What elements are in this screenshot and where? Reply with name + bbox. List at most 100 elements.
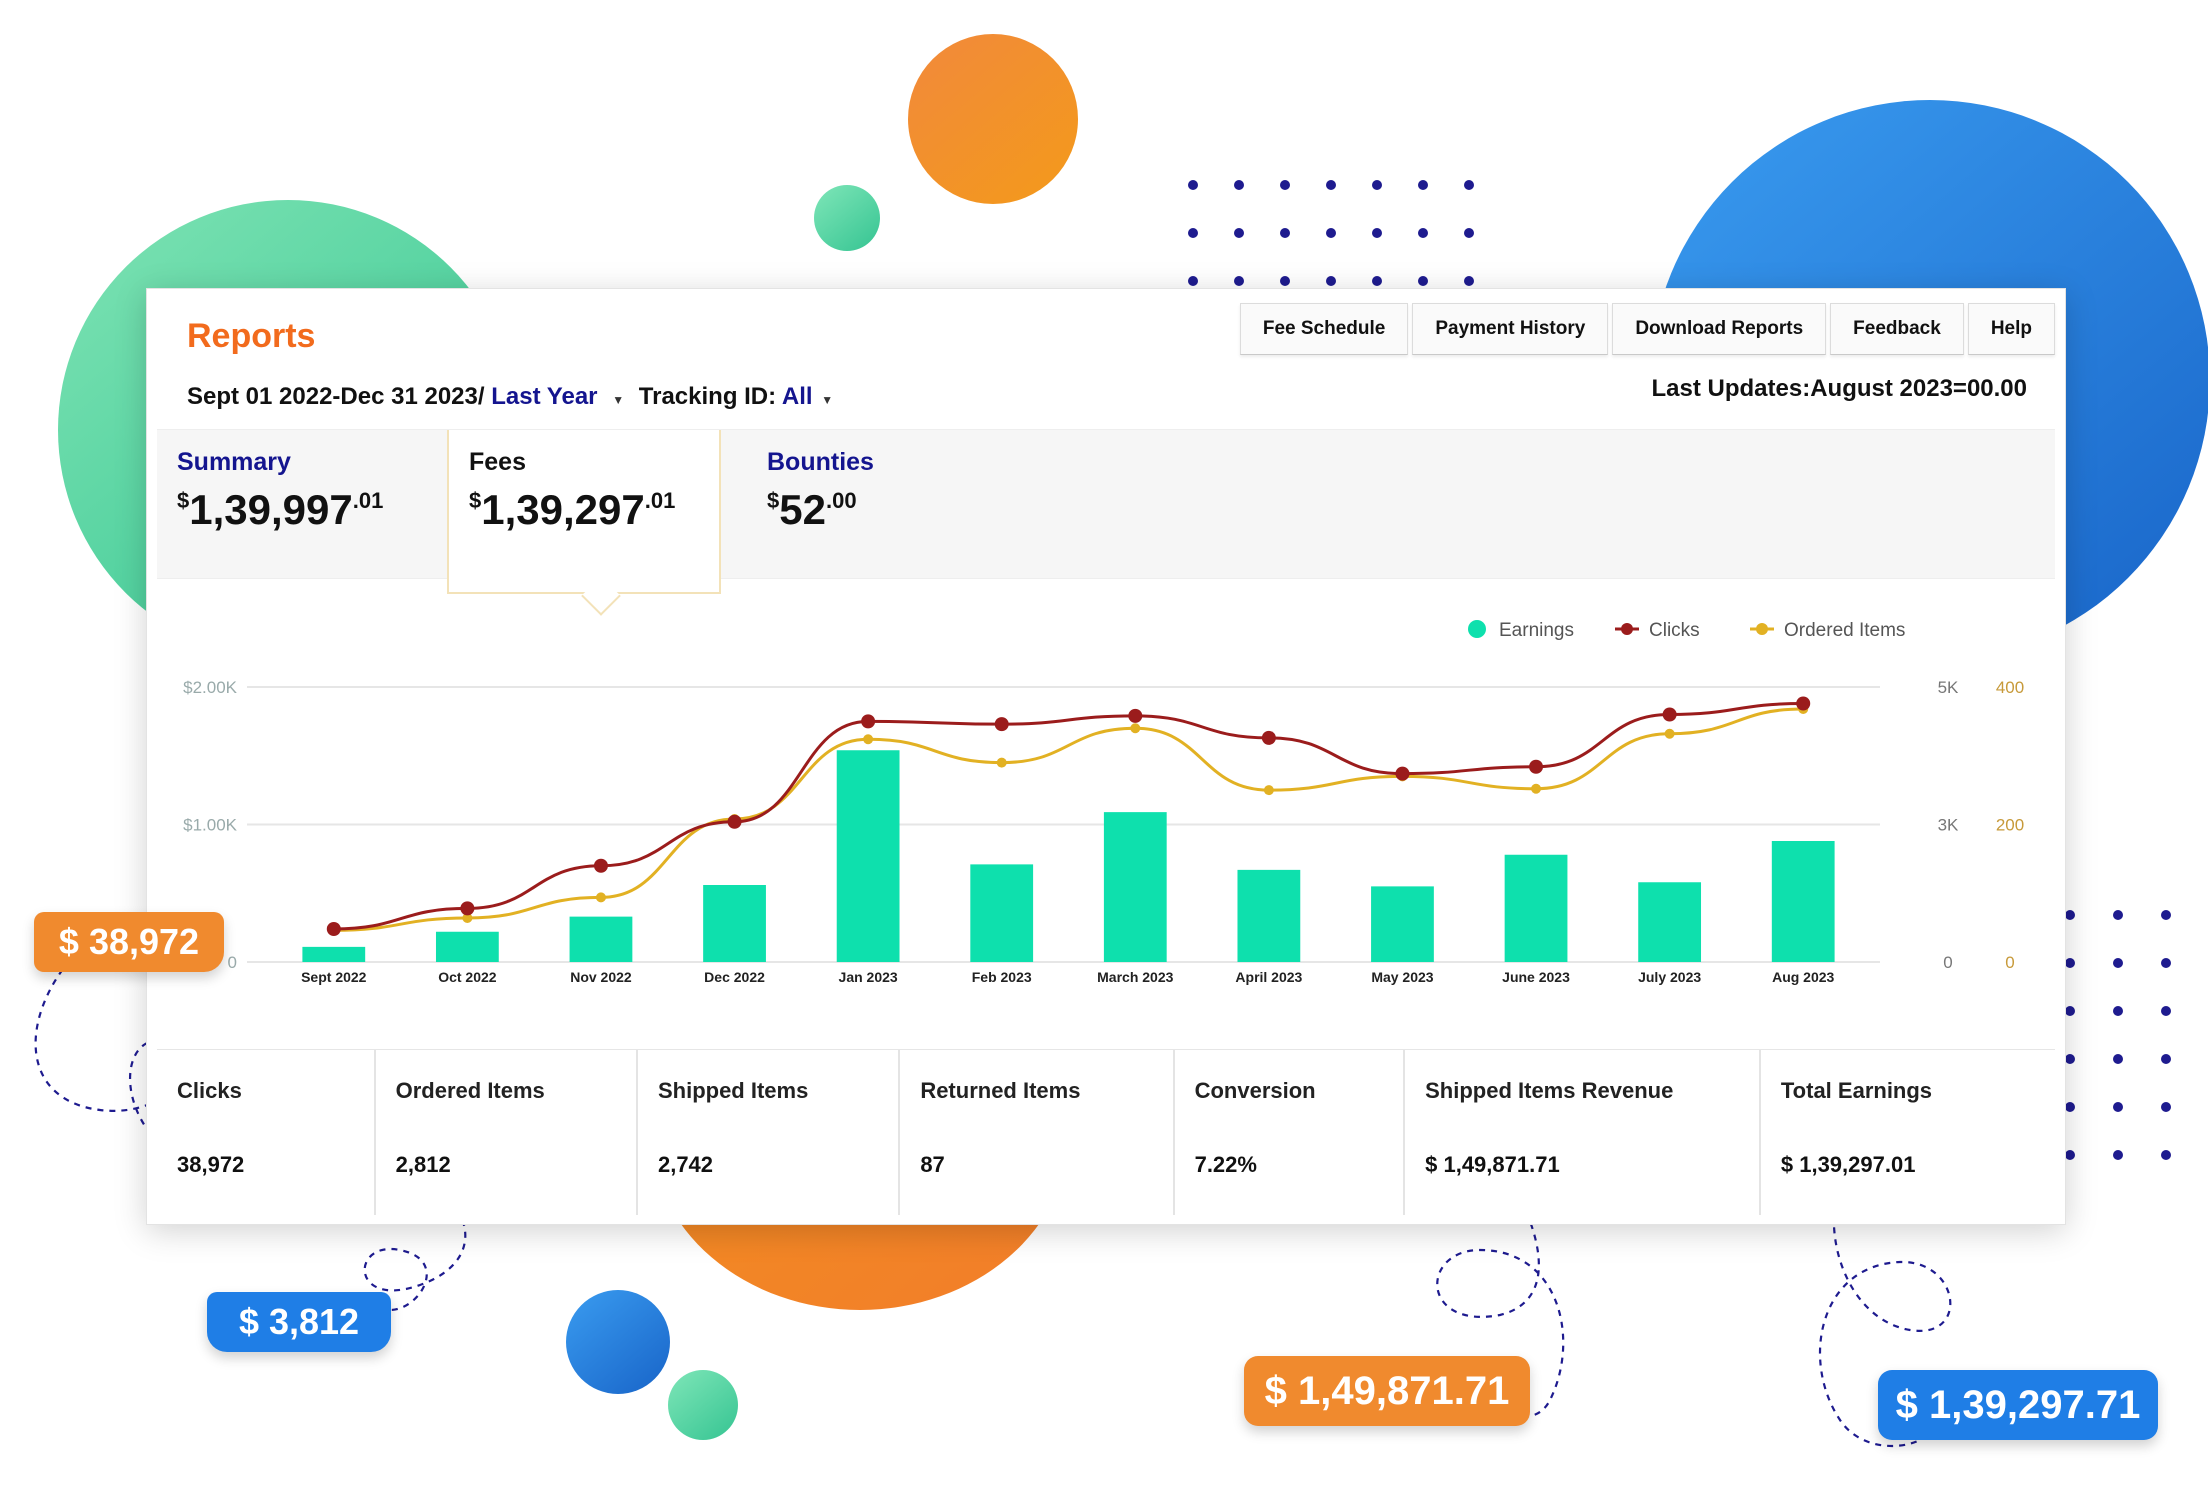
decorative-dot xyxy=(2065,1006,2075,1016)
decorative-dot xyxy=(1464,180,1474,190)
earnings-bar xyxy=(1771,841,1835,962)
download-reports-button[interactable]: Download Reports xyxy=(1612,303,1827,355)
earnings-bar xyxy=(836,750,900,962)
stat-value: 2,742 xyxy=(657,1152,714,1177)
bounties-card[interactable]: Bounties $52.00 xyxy=(747,430,1017,578)
x-tick-label: Aug 2023 xyxy=(1772,969,1834,985)
earnings-bar xyxy=(569,916,633,962)
y3-tick-label: 0 xyxy=(2005,953,2014,972)
stat-label: Shipped Items xyxy=(657,1078,809,1103)
ordered-items-point xyxy=(1130,723,1141,734)
decorative-dot xyxy=(1372,228,1382,238)
stat-label: Total Earnings xyxy=(1780,1078,1933,1103)
legend-marker-clicks xyxy=(1621,623,1633,635)
green-circle-small-bottom xyxy=(668,1370,738,1440)
x-tick-label: Jan 2023 xyxy=(839,969,898,985)
decorative-dot xyxy=(2065,910,2075,920)
y-tick-label: $2.00K xyxy=(183,678,238,697)
decorative-dot xyxy=(1326,276,1336,286)
decorative-dot xyxy=(1418,228,1428,238)
period-dropdown[interactable]: Last Year xyxy=(491,383,598,410)
x-tick-label: April 2023 xyxy=(1235,969,1302,985)
stat-clicks: Clicks 38,972 xyxy=(157,1050,376,1215)
decorative-dot xyxy=(2113,1102,2123,1112)
decorative-dot xyxy=(1464,276,1474,286)
card-label: Bounties xyxy=(767,448,874,476)
green-circle-small-top xyxy=(814,185,880,251)
x-tick-label: July 2023 xyxy=(1638,969,1701,985)
earnings-bar xyxy=(970,864,1034,962)
stat-value: $ 1,49,871.71 xyxy=(1425,1152,1560,1177)
stat-label: Ordered Items xyxy=(395,1078,545,1103)
top-nav: Fee Schedule Payment History Download Re… xyxy=(1236,303,2055,355)
decorative-dot xyxy=(1280,228,1290,238)
stat-label: Returned Items xyxy=(920,1078,1081,1103)
decorative-dot xyxy=(2065,958,2075,968)
help-button[interactable]: Help xyxy=(1967,303,2055,355)
earnings-bar xyxy=(302,946,366,962)
date-range-bar: Sept 01 2022-Dec 31 2023/ Last Year ▼ Tr… xyxy=(187,383,841,411)
y3-tick-label: 200 xyxy=(1996,816,2024,835)
decorative-dot xyxy=(1372,276,1382,286)
ordered-items-line xyxy=(333,707,1804,932)
stat-value: $ 1,39,297.01 xyxy=(1780,1152,1916,1177)
payment-history-button[interactable]: Payment History xyxy=(1412,303,1609,355)
decorative-dot xyxy=(1234,276,1244,286)
clicks-point xyxy=(1128,708,1143,723)
decorative-dot xyxy=(2113,1054,2123,1064)
decorative-dot xyxy=(2113,910,2123,920)
decorative-dot xyxy=(1188,180,1198,190)
earnings-bar xyxy=(1371,886,1434,962)
card-label: Summary xyxy=(177,448,291,476)
price-tag-ordered: $ 3,812 xyxy=(207,1292,391,1352)
clicks-point xyxy=(1796,696,1811,711)
chevron-down-icon[interactable]: ▼ xyxy=(821,393,834,407)
card-label: Fees xyxy=(469,448,526,476)
stats-row: Clicks 38,972 Ordered Items 2,812 Shipped … xyxy=(157,1049,2055,1215)
reports-panel: Reports Fee Schedule Payment History Dow… xyxy=(146,288,2066,1225)
x-tick-label: Dec 2022 xyxy=(704,969,765,985)
ordered-items-point xyxy=(1664,728,1675,739)
summary-card[interactable]: Summary $1,39,997.01 xyxy=(157,430,427,578)
legend-label-earnings: Earnings xyxy=(1499,620,1574,641)
earnings-bar xyxy=(1638,882,1702,962)
stat-ordered-items: Ordered Items 2,812 xyxy=(376,1050,638,1215)
decorative-dot xyxy=(2113,1006,2123,1016)
stat-label: Shipped Items Revenue xyxy=(1425,1078,1674,1103)
clicks-point xyxy=(460,901,475,916)
ordered-items-point xyxy=(863,734,874,745)
clicks-point xyxy=(861,714,876,729)
x-tick-label: May 2023 xyxy=(1371,969,1433,985)
clicks-point xyxy=(593,858,608,873)
feedback-button[interactable]: Feedback xyxy=(1830,303,1964,355)
orange-circle-top xyxy=(908,34,1078,204)
card-value: $52.00 xyxy=(767,486,857,533)
x-tick-label: Feb 2023 xyxy=(972,969,1032,985)
fee-schedule-button[interactable]: Fee Schedule xyxy=(1239,303,1409,355)
earnings-chart: $2.00K 5K 400 $1.00K 3K 200 0 0 0 Sept 2022 Oct 20… xyxy=(157,587,2055,1027)
page-title: Reports xyxy=(187,317,316,355)
decorative-dot xyxy=(1234,180,1244,190)
fees-card[interactable]: Fees $1,39,297.01 xyxy=(447,430,721,616)
decorative-dot xyxy=(2161,910,2171,920)
clicks-point xyxy=(994,717,1009,732)
tracking-dropdown[interactable]: All xyxy=(781,383,813,410)
last-updated: Last Updates:August 2023=00.00 xyxy=(1651,375,2027,402)
y2-tick-label: 0 xyxy=(1943,953,1952,972)
x-tick-label: Sept 2022 xyxy=(301,969,367,985)
x-tick-label: June 2023 xyxy=(1502,969,1570,985)
ordered-items-point xyxy=(1263,785,1274,796)
decorative-dot xyxy=(2065,1102,2075,1112)
summary-cards: Summary $1,39,997.01 Fees $1,39,297.01 B… xyxy=(157,429,2055,616)
legend-label-clicks: Clicks xyxy=(1649,620,1700,641)
chevron-down-icon[interactable]: ▼ xyxy=(612,393,625,407)
decorative-dot xyxy=(2113,958,2123,968)
stat-value: 87 xyxy=(920,1152,945,1177)
legend-label-ordered-items: Ordered Items xyxy=(1784,620,1905,641)
earnings-bar xyxy=(703,885,766,962)
decorative-dot xyxy=(1188,276,1198,286)
decorative-dot xyxy=(2065,1054,2075,1064)
tracking-label: Tracking ID: xyxy=(638,383,777,410)
decorative-dot xyxy=(1234,228,1244,238)
